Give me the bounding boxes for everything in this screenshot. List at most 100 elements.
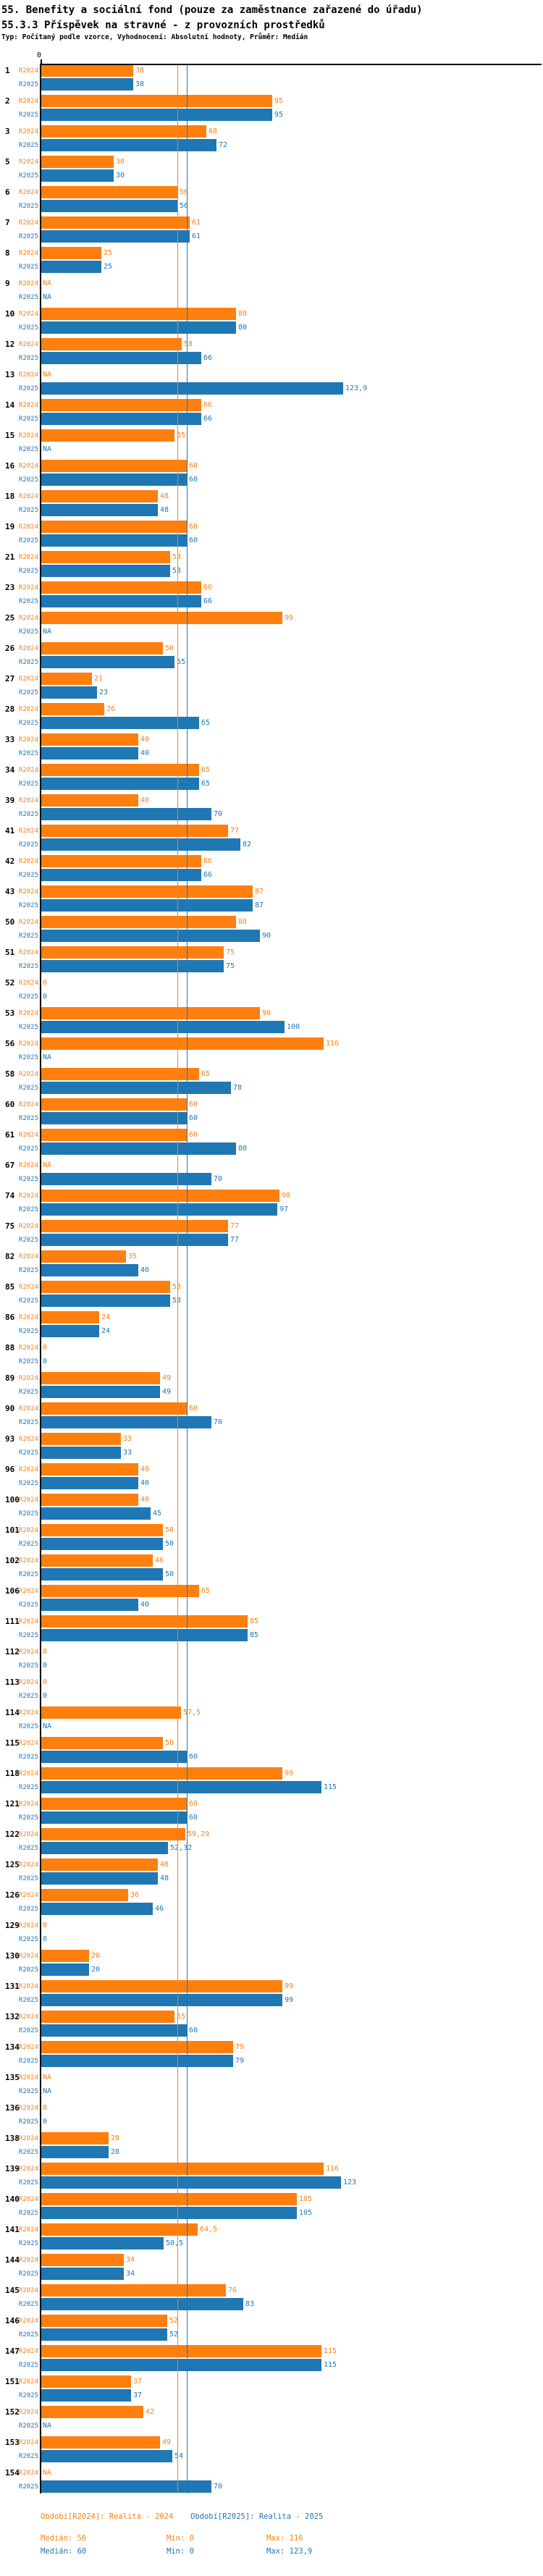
series-label: R2024	[18, 2317, 38, 2325]
page-subtitle: 55.3.3 Příspěvek na stravné - z provozní…	[1, 20, 325, 31]
value-label: 60	[189, 462, 198, 470]
value-label: 60	[189, 1753, 198, 1761]
bar-group: 138 R2024 28 R2025 28	[0, 2131, 543, 2159]
series-label: R2024	[18, 1617, 38, 1625]
value-label: 66	[203, 354, 213, 362]
bar-row-2024: R2024 55	[0, 2010, 543, 2024]
page-meta: Typ: Počítaný podle vzorce, Vyhodnocení:…	[1, 33, 308, 41]
bar-2024	[41, 2375, 131, 2388]
series-label: R2024	[18, 1922, 38, 1929]
bar-row-2024: R2024 40	[0, 1462, 543, 1476]
value-label: 38	[135, 80, 145, 88]
bar-row-2024: R2024 77	[0, 824, 543, 838]
bar-group: 12 R2024 58 R2025 66	[0, 337, 543, 365]
value-label: NA	[43, 293, 52, 301]
bar-2025	[41, 1903, 153, 1915]
bar-group: 8 R2024 25 R2025 25	[0, 246, 543, 274]
bar-row-2024: R2024 66	[0, 398, 543, 412]
value-label: 61	[192, 219, 201, 227]
bar-row-2025: R2025 NA	[0, 2084, 543, 2098]
value-label: 60	[189, 2026, 198, 2034]
bar-row-2025: R2025 56	[0, 199, 543, 213]
bar-group: 118 R2024 99 R2025 115	[0, 1767, 543, 1794]
bar-2024	[41, 551, 170, 563]
bar-row-2024: R2024 NA	[0, 368, 543, 382]
bar-row-2024: R2024 50	[0, 1523, 543, 1537]
bar-row-2025: R2025 55	[0, 655, 543, 669]
bar-row-2024: R2024 56	[0, 185, 543, 199]
row-number: 139	[5, 2164, 20, 2173]
bar-2024	[41, 338, 182, 350]
bar-group: 90 R2024 60 R2025 70	[0, 1402, 543, 1429]
bar-group: 82 R2024 35 R2025 40	[0, 1250, 543, 1277]
bar-row-2024: R2024 115	[0, 2344, 543, 2358]
value-label: 25	[104, 263, 113, 271]
series-label: R2025	[18, 1510, 38, 1518]
value-label: 65	[201, 719, 211, 727]
bar-2024	[41, 703, 104, 715]
value-label: 20	[91, 1966, 101, 1974]
series-label: R2024	[18, 2013, 38, 2021]
bar-2024	[41, 946, 224, 959]
bar-group: 25 R2024 99 R2025 NA	[0, 611, 543, 639]
bar-row-2025: R2025 0	[0, 2115, 543, 2129]
bar-2025	[41, 686, 97, 699]
bar-row-2025: R2025 20	[0, 1963, 543, 1977]
row-number: 56	[5, 1039, 15, 1048]
bar-row-2024: R2024 52	[0, 2314, 543, 2328]
bar-group: 146 R2024 52 R2025 52	[0, 2314, 543, 2341]
series-label: R2025	[18, 2391, 38, 2399]
series-label: R2024	[18, 2226, 38, 2234]
bar-group: 122 R2024 59,29 R2025 52,32	[0, 1827, 543, 1855]
row-number: 60	[5, 1100, 15, 1109]
value-label: 26	[106, 705, 116, 713]
bar-2025	[41, 1021, 285, 1033]
series-label: R2024	[18, 614, 38, 622]
bar-group: 16 R2024 60 R2025 60	[0, 459, 543, 487]
row-number: 141	[5, 2225, 20, 2234]
series-label: R2025	[18, 1996, 38, 2004]
row-number: 21	[5, 552, 15, 562]
value-label: 95	[274, 111, 284, 119]
bar-2025	[41, 899, 253, 912]
bar-row-2024: R2024 58	[0, 337, 543, 351]
series-label: R2025	[18, 1753, 38, 1761]
series-label: R2025	[18, 1479, 38, 1487]
legend-2024: Období[R2024]: Realita - 2024	[41, 2512, 174, 2521]
value-label: 55	[177, 2013, 186, 2021]
bar-group: 134 R2024 79 R2025 79	[0, 2040, 543, 2068]
bar-row-2024: R2024 40	[0, 1493, 543, 1507]
bar-2024	[41, 1463, 138, 1476]
bar-row-2025: R2025 79	[0, 2054, 543, 2068]
series-label: R2024	[18, 432, 38, 439]
bar-2024	[41, 247, 101, 259]
bar-2024	[41, 1798, 187, 1810]
bar-group: 6 R2024 56 R2025 56	[0, 185, 543, 213]
value-label: 0	[43, 993, 48, 1001]
bar-2025	[41, 1751, 187, 1763]
series-label: R2025	[18, 719, 38, 727]
bar-row-2024: R2024 99	[0, 611, 543, 625]
bar-row-2025: R2025 70	[0, 2480, 543, 2493]
series-label: R2025	[18, 1631, 38, 1639]
chart-wrapper: 0 1 R2024 38 R2025 38 2 R2024 95 R2025 95 3 R2024 68…	[0, 51, 543, 2493]
value-label: 60	[189, 1100, 198, 1108]
series-label: R2024	[18, 1496, 38, 1504]
bar-group: 131 R2024 99 R2025 99	[0, 1979, 543, 2007]
bar-2024	[41, 2254, 124, 2266]
series-label: R2025	[18, 2026, 38, 2034]
bar-row-2025: R2025 97	[0, 1203, 543, 1216]
bar-row-2025: R2025 72	[0, 138, 543, 152]
series-label: R2024	[18, 1222, 38, 1230]
value-label: 53	[172, 553, 181, 561]
bar-row-2024: R2024 55	[0, 429, 543, 442]
value-label: 25	[104, 249, 113, 257]
value-label: 78	[233, 1084, 243, 1092]
bar-row-2025: R2025 30	[0, 169, 543, 182]
series-label: R2025	[18, 1540, 38, 1548]
bar-group: 101 R2024 50 R2025 50	[0, 1523, 543, 1551]
row-number: 106	[5, 1586, 20, 1596]
bar-row-2025: R2025 NA	[0, 1051, 543, 1064]
value-label: 80	[238, 324, 248, 332]
series-label: R2024	[18, 2438, 38, 2446]
